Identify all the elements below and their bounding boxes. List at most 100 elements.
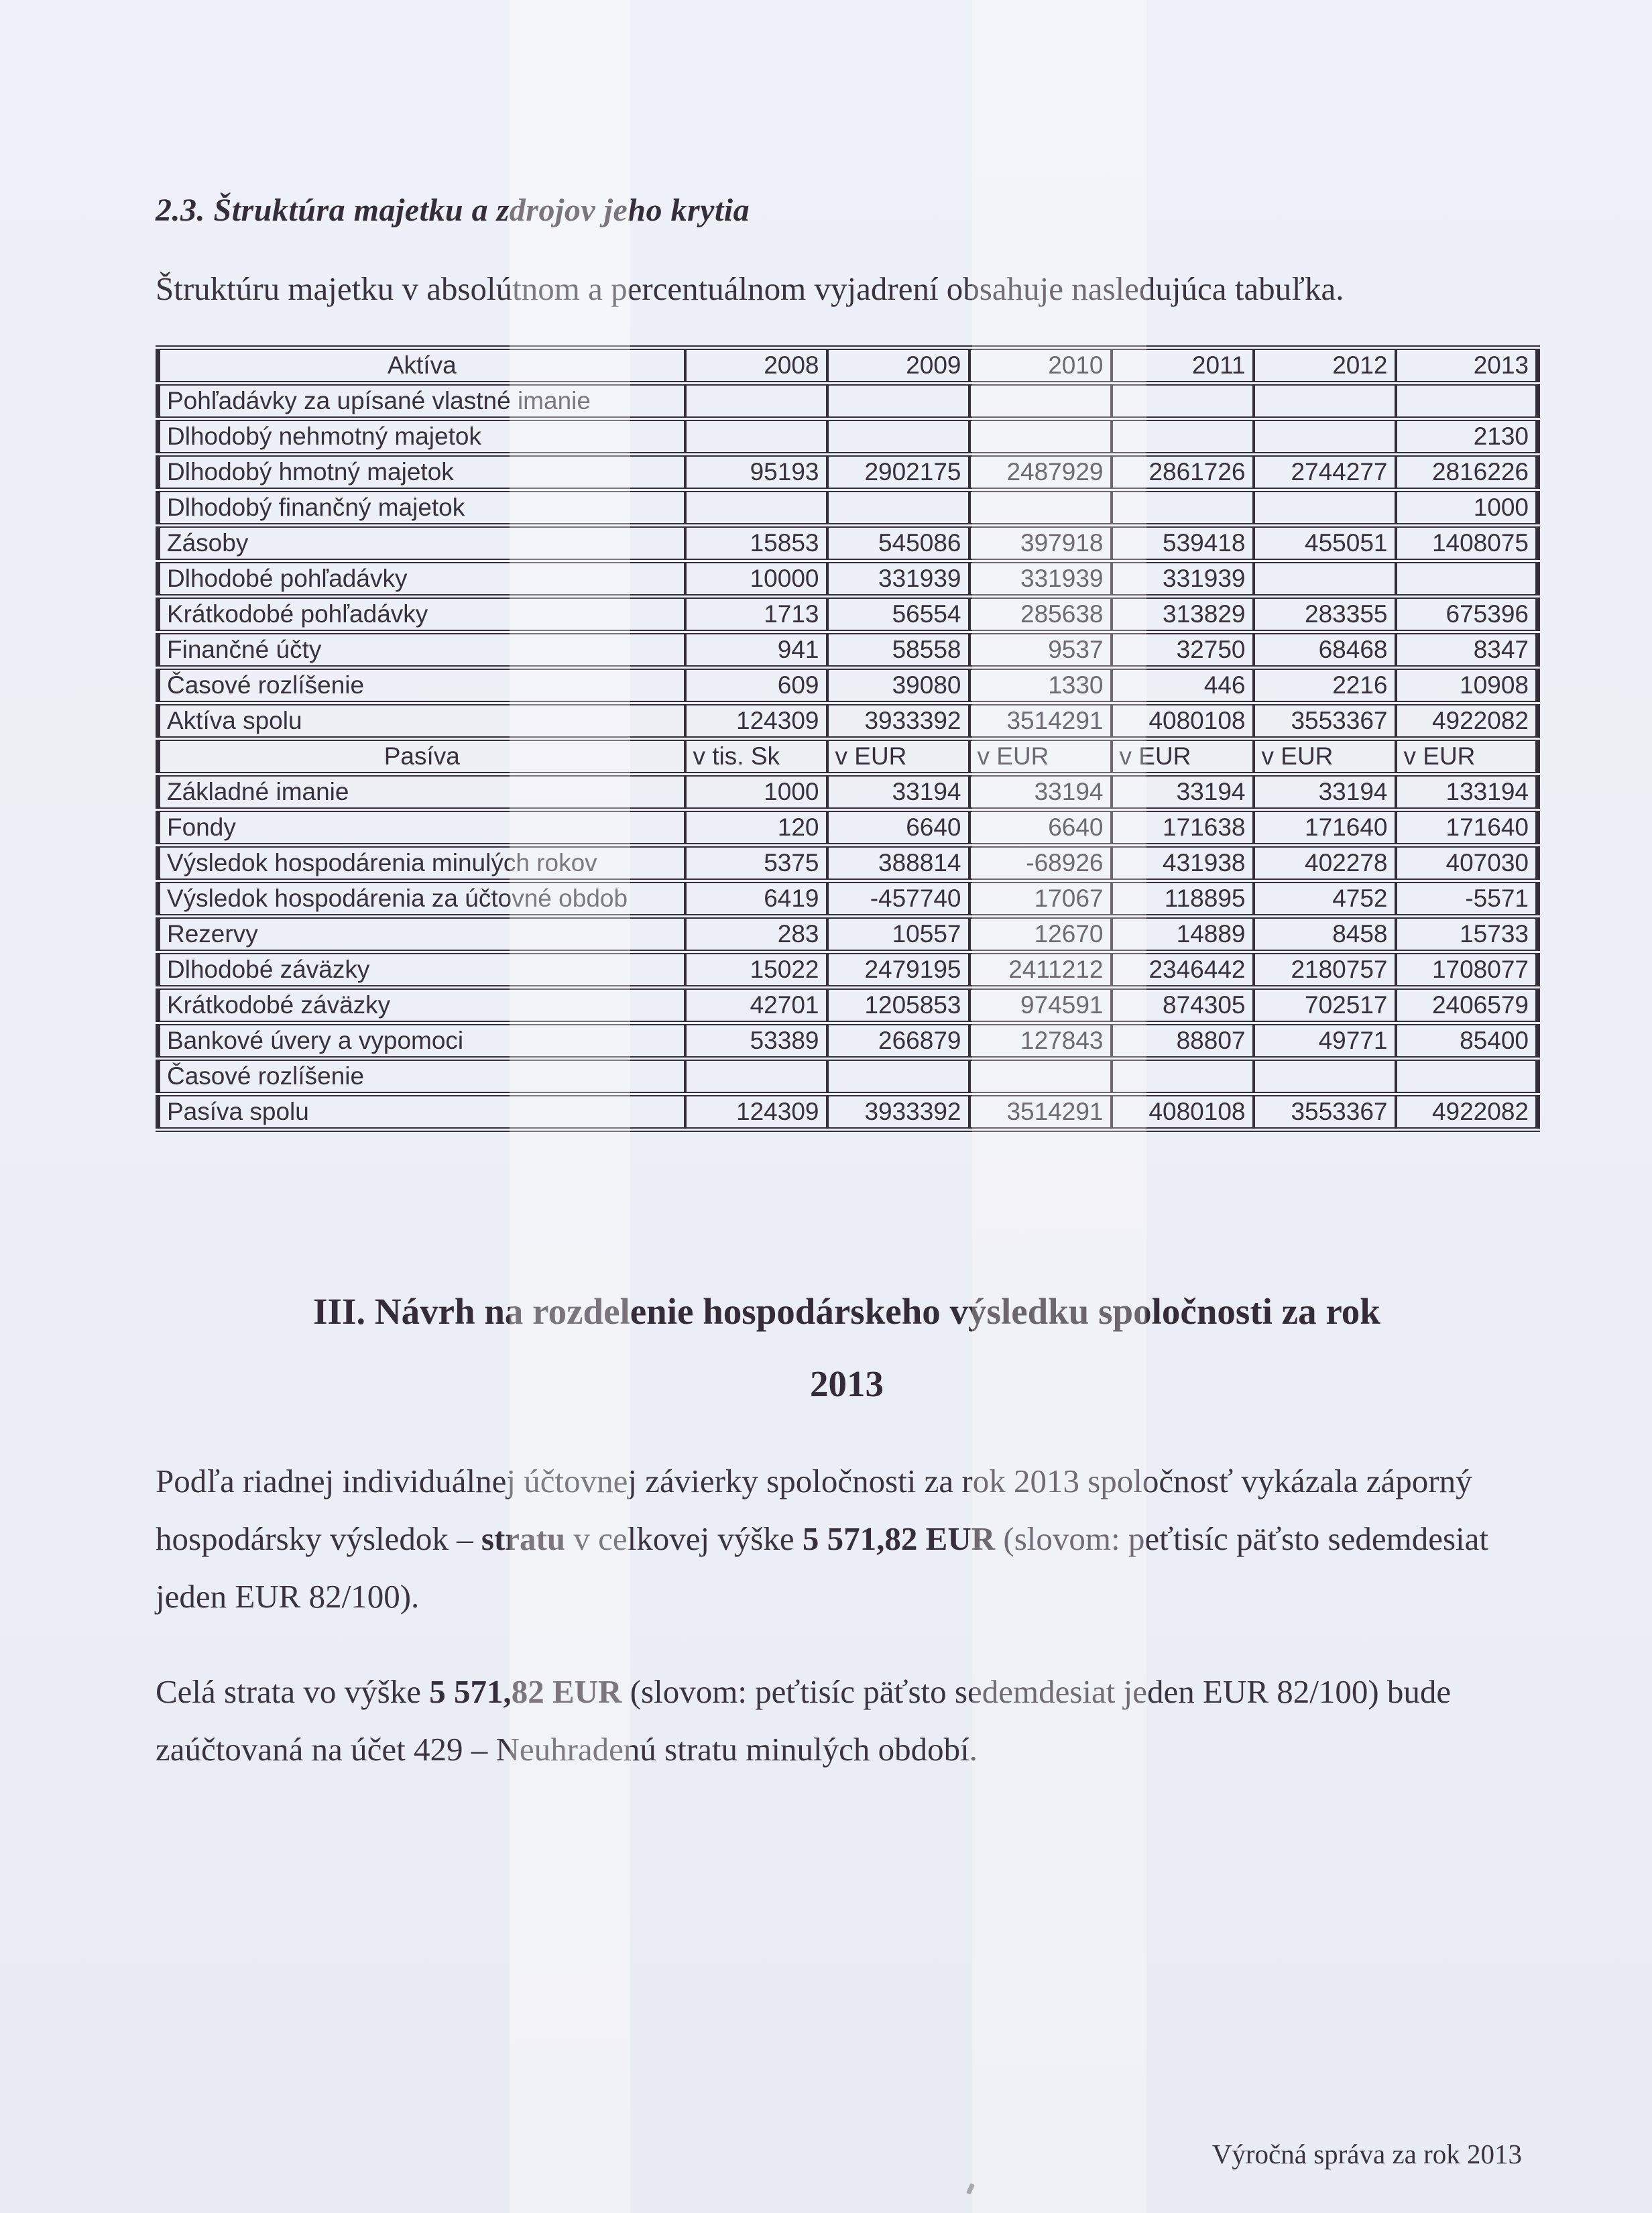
cell-value — [967, 1056, 1113, 1097]
cell-value: 171638 — [1110, 807, 1255, 848]
cell-value: 171640 — [1394, 807, 1539, 848]
cell-value: 3514291 — [967, 1092, 1113, 1133]
cell-value: 4080108 — [1110, 1092, 1255, 1133]
cell-value: 2180757 — [1252, 950, 1397, 990]
cell-value: 402278 — [1252, 843, 1397, 884]
cell-value: 2216 — [1252, 665, 1397, 706]
row-label: Dlhodobé záväzky — [156, 950, 687, 990]
cell-value: 32750 — [1110, 630, 1255, 671]
cell-value: 1205853 — [825, 985, 971, 1026]
cell-value: 124309 — [683, 701, 829, 742]
table-row: Dlhodobý nehmotný majetok 2130 — [156, 416, 1539, 457]
aktiva-section-title: Aktíva — [156, 345, 687, 386]
cell-value: 874305 — [1110, 985, 1255, 1026]
cell-value — [683, 381, 829, 422]
row-label: Dlhodobý hmotný majetok — [156, 452, 687, 493]
cell-value: 124309 — [683, 1092, 829, 1133]
row-label: Finančné účty — [156, 630, 687, 671]
cell-value — [1252, 381, 1397, 422]
section-heading: 2.3. Štruktúra majetku a zdrojov jeho kr… — [156, 192, 750, 228]
cell-value: 6640 — [967, 807, 1113, 848]
cell-value: 283 — [683, 914, 829, 955]
cell-value: 2130 — [1394, 416, 1539, 457]
cell-value: 33194 — [825, 772, 971, 813]
cell-value: 33194 — [967, 772, 1113, 813]
cell-value: 4922082 — [1394, 701, 1539, 742]
cell-value: 331939 — [825, 559, 971, 600]
row-label: Časové rozlíšenie — [156, 1056, 687, 1097]
cell-value — [825, 381, 971, 422]
year-header: 2012 — [1252, 345, 1397, 386]
cell-value: 127843 — [967, 1021, 1113, 1062]
cell-value: 120 — [683, 807, 829, 848]
table-row: Časové rozlíšenie — [156, 1056, 1539, 1097]
cell-value: 545086 — [825, 523, 971, 564]
cell-value: 5375 — [683, 843, 829, 884]
cell-value: 313829 — [1110, 594, 1255, 635]
table-row: Výsledok hospodárenia minulých rokov 5375… — [156, 843, 1539, 884]
row-label: Výsledok hospodárenia za účtovné obdob — [156, 878, 687, 919]
row-label: Zásoby — [156, 523, 687, 564]
unit-header: v EUR — [1110, 736, 1255, 777]
table-row: Dlhodobé záväzky 15022 2479195 2411212 23464… — [156, 950, 1539, 990]
cell-value: 1408075 — [1394, 523, 1539, 564]
table-row: Výsledok hospodárenia za účtovné obdob 64… — [156, 878, 1539, 919]
page-footer: Výročná správa za rok 2013 — [1212, 2139, 1522, 2169]
cell-value: 8458 — [1252, 914, 1397, 955]
cell-value: 266879 — [825, 1021, 971, 1062]
cell-value: 56554 — [825, 594, 971, 635]
table-row: Bankové úvery a vypomoci 53389 266879 12784… — [156, 1021, 1539, 1062]
unit-header: v EUR — [967, 736, 1113, 777]
pasiva-section-title: Pasíva — [156, 736, 687, 777]
cell-value: 49771 — [1252, 1021, 1397, 1062]
table-row: Fondy 120 6640 6640 171638 171640 171640 — [156, 807, 1539, 848]
cell-value: 6640 — [825, 807, 971, 848]
cell-value — [1110, 1056, 1255, 1097]
cell-value: 17067 — [967, 878, 1113, 919]
paragraph-result-text: Podľa riadnej individuálnej účtovnej záv… — [156, 1463, 1472, 1558]
cell-value: 171640 — [1252, 807, 1397, 848]
cell-value: -457740 — [825, 878, 971, 919]
unit-header: v tis. Sk — [683, 736, 829, 777]
cell-value — [1110, 416, 1255, 457]
cell-value: 455051 — [1252, 523, 1397, 564]
table-row: Rezervy 283 10557 12670 14889 8458 15733 — [156, 914, 1539, 955]
aktiva-header-row: Aktíva 2008 2009 2010 2011 2012 2013 — [156, 345, 1539, 386]
cell-value: 4080108 — [1110, 701, 1255, 742]
cell-value: 3553367 — [1252, 701, 1397, 742]
cell-value: 33194 — [1110, 772, 1255, 813]
pasiva-header-row: Pasíva v tis. Sk v EUR v EUR v EUR v EUR v EUR — [156, 736, 1539, 777]
table-row: Aktíva spolu 124309 3933392 3514291 4080108 3… — [156, 701, 1539, 742]
row-label: Krátkodobé záväzky — [156, 985, 687, 1026]
unit-header: v EUR — [1394, 736, 1539, 777]
table-row: Časové rozlíšenie 609 39080 1330 446 2216 1090… — [156, 665, 1539, 706]
cell-value: 675396 — [1394, 594, 1539, 635]
table-row: Krátkodobé záväzky 42701 1205853 974591 8743… — [156, 985, 1539, 1026]
page-content: 2.3. Štruktúra majetku a zdrojov jeho kr… — [156, 0, 1540, 1778]
row-label: Rezervy — [156, 914, 687, 955]
cell-value: 609 — [683, 665, 829, 706]
cell-value: 3553367 — [1252, 1092, 1397, 1133]
cell-value: 1000 — [1394, 488, 1539, 528]
cell-value: 1708077 — [1394, 950, 1539, 990]
cell-value — [1252, 488, 1397, 528]
table-row: Pasíva spolu 124309 3933392 3514291 4080108 3… — [156, 1092, 1539, 1133]
cell-value: 10000 — [683, 559, 829, 600]
cell-value: 3933392 — [825, 1092, 971, 1133]
cell-value — [683, 1056, 829, 1097]
cell-value: 33194 — [1252, 772, 1397, 813]
cell-value: 15733 — [1394, 914, 1539, 955]
cell-value: 85400 — [1394, 1021, 1539, 1062]
cell-value — [683, 488, 829, 528]
unit-header: v EUR — [1252, 736, 1397, 777]
cell-value — [967, 381, 1113, 422]
cell-value: 331939 — [967, 559, 1113, 600]
cell-value: 1330 — [967, 665, 1113, 706]
pasiva-rows: Základné imanie 1000 33194 33194 33194 33194 1… — [156, 772, 1539, 1133]
table-row: Dlhodobé pohľadávky 10000 331939 331939 3319… — [156, 559, 1539, 600]
cell-value: 407030 — [1394, 843, 1539, 884]
cell-value: 388814 — [825, 843, 971, 884]
cell-value: 12670 — [967, 914, 1113, 955]
cell-value: 15022 — [683, 950, 829, 990]
paragraph-booking: Celá strata vo výške 5 571,82 EUR (slovo… — [156, 1663, 1538, 1778]
